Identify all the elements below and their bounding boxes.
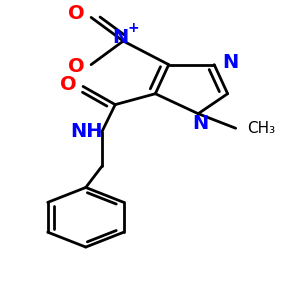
Text: N: N [193,114,209,134]
Text: +: + [127,21,139,35]
Text: O: O [68,57,84,76]
Text: CH₃: CH₃ [247,121,275,136]
Text: O: O [68,4,84,23]
Text: N: N [112,28,129,47]
Text: NH: NH [70,122,103,141]
Text: O: O [60,75,76,94]
Text: N: N [222,53,239,72]
